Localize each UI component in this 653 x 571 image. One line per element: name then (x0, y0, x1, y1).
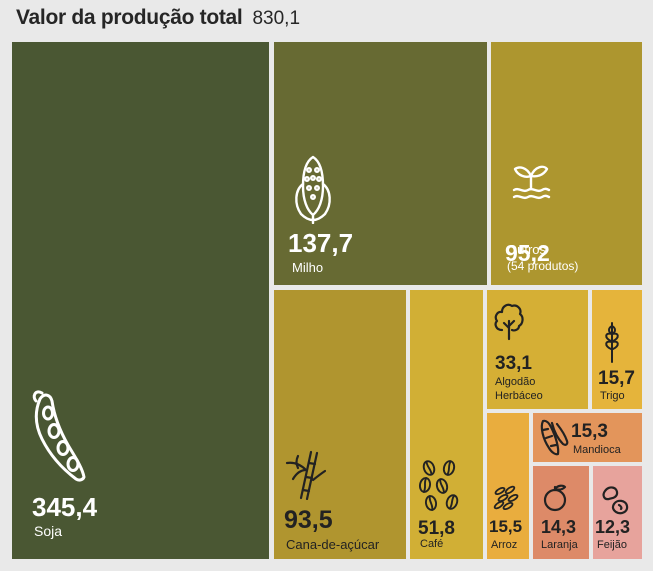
coffee-beans-icon (416, 458, 462, 512)
tile-label-milho: Milho (292, 260, 324, 275)
tile-label-feijao: Feijão (597, 539, 627, 551)
treemap-tile-trigo: 15,7 Trigo (592, 290, 642, 409)
treemap-tile-feijao: 12,3 Feijão (593, 466, 642, 559)
tile-value-trigo: 15,7 (598, 368, 635, 389)
treemap-tile-mandioca: 15,3 Mandioca (533, 413, 642, 462)
cotton-icon (493, 302, 525, 342)
chart-header: Valor da produção total 830,1 (16, 6, 300, 38)
tile-label-cafe: Café (420, 538, 444, 550)
tile-label-mandioca: Mandioca (573, 444, 621, 456)
tile-value-milho: 137,7 (288, 228, 354, 258)
treemap-tile-cana: 93,5 Cana-de-açúcar (274, 290, 406, 559)
bean-icon (599, 484, 631, 516)
treemap-tile-algodao: 33,1 Algodão Herbáceo (487, 290, 588, 409)
tile-value-cana: 93,5 (284, 506, 333, 534)
tile-label-cana: Cana-de-açúcar (286, 537, 380, 552)
tile-label-trigo: Trigo (600, 390, 625, 402)
wheat-icon (600, 320, 624, 364)
chart-total: 830,1 (252, 8, 301, 29)
treemap-tile-laranja: 14,3 Laranja (533, 466, 589, 559)
orange-icon (541, 484, 569, 512)
treemap-tile-arroz: 15,5 Arroz (487, 413, 529, 559)
soybean-pod-icon (32, 387, 86, 487)
corn-icon (292, 154, 334, 224)
tile-value-feijao: 12,3 (595, 517, 631, 537)
treemap-tile-milho: 137,7 Milho (274, 42, 487, 285)
tile-value-soja: 345,4 (32, 492, 98, 522)
tile-value-cafe: 51,8 (418, 518, 455, 539)
tile-label-arroz: Arroz (491, 539, 518, 551)
tile-label-laranja: Laranja (541, 539, 578, 551)
tile-value-mandioca: 15,3 (571, 421, 608, 442)
chart-title: Valor da produção total (16, 6, 243, 29)
rice-icon (491, 483, 521, 513)
tile-value-outros: 95,2 (505, 240, 550, 266)
tile-sublabel-algodao: Herbáceo (495, 390, 543, 402)
sugarcane-icon (284, 450, 326, 500)
treemap-tile-cafe: 51,8 Café (410, 290, 483, 559)
tile-value-laranja: 14,3 (541, 517, 577, 537)
sprout-icon (511, 162, 551, 202)
tile-value-algodao: 33,1 (495, 353, 532, 374)
tile-value-arroz: 15,5 (489, 517, 523, 536)
treemap-tile-soja: 345,4 Soja (12, 42, 269, 559)
tile-label-algodao: Algodão (495, 376, 536, 388)
tile-sublabel-outros: (54 produtos) (507, 259, 579, 273)
treemap-tile-outros: 95,2 Outros (54 produtos) (491, 42, 642, 285)
tile-label-soja: Soja (34, 523, 63, 539)
tile-label-outros: Outros (507, 242, 547, 257)
cassava-icon (537, 417, 569, 457)
